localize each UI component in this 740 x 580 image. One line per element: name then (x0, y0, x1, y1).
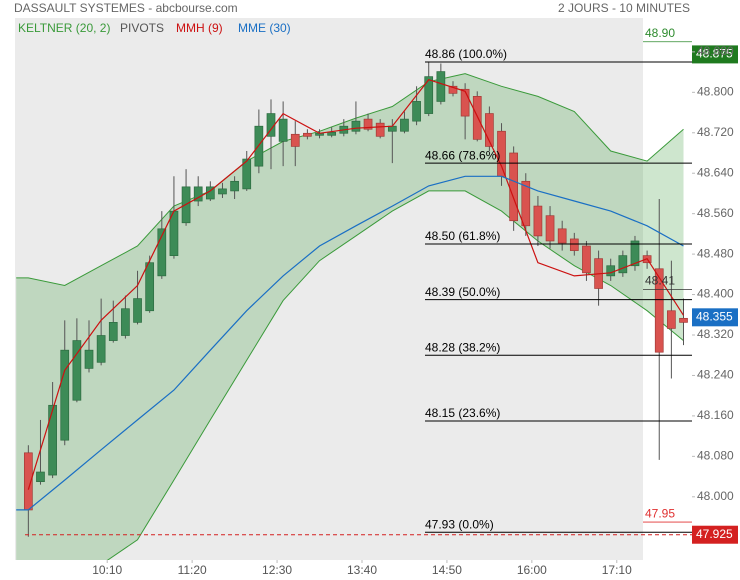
candle-body (533, 205, 543, 237)
x-tick-label: 13:40 (347, 563, 377, 577)
x-tick-label: 11:20 (178, 563, 207, 577)
y-tick-label: 48.880 (697, 44, 734, 58)
x-tick-label: 17:10 (602, 563, 632, 577)
y-tick-label: 48.720 (697, 125, 734, 139)
pivot-label: 48.28 (38.2%) (425, 340, 500, 354)
candle-body (60, 349, 70, 441)
candle-body (72, 340, 82, 401)
future-zone (643, 18, 692, 560)
candle-body (145, 262, 155, 312)
x-tick-label: 12:30 (262, 563, 292, 577)
y-tick-label: 48.000 (697, 489, 734, 503)
candle-body (84, 349, 94, 369)
y-tick-label: 48.320 (697, 327, 734, 341)
candle-body (569, 238, 579, 251)
candle-body (363, 118, 373, 130)
chart-title: DASSAULT SYSTEMES - abcbourse.com (14, 1, 238, 15)
y-tick-label: 48.560 (697, 206, 734, 220)
candle-body (48, 404, 57, 476)
pivot-label: 48.50 (61.8%) (425, 229, 500, 243)
candle-body (242, 158, 252, 190)
plot (16, 61, 688, 560)
legend-mme: MME (30) (238, 21, 291, 35)
candle-body (667, 310, 676, 329)
candle-body (485, 113, 494, 147)
y-tick-label: 48.160 (697, 408, 734, 422)
plot-background (15, 18, 643, 560)
price-label: 48.90 (645, 26, 675, 40)
candle-body (521, 180, 531, 227)
overlay-line (16, 175, 684, 511)
candle-body (557, 228, 567, 244)
candle-body (654, 268, 664, 353)
y-tick-label: 48.240 (697, 368, 734, 382)
candle-body (157, 228, 167, 277)
candle-body (218, 188, 227, 195)
pivot-label: 48.66 (78.6%) (425, 148, 500, 162)
candle-body (327, 131, 337, 136)
candle-body (121, 308, 130, 336)
chart-subtitle: 2 JOURS - 10 MINUTES (558, 1, 690, 15)
price-badge (692, 308, 738, 327)
candle-body (472, 96, 482, 140)
legend-mmh: MMH (9) (176, 21, 223, 35)
candle-body (278, 118, 288, 142)
x-tick-label: 14:50 (432, 563, 462, 577)
y-tick-label: 48.400 (697, 287, 734, 301)
candle-body (351, 120, 361, 132)
candle-body (582, 245, 591, 274)
y-tick-label: 48.800 (697, 84, 734, 98)
price-label: 48.41 (645, 274, 675, 288)
y-tick-label: 48.480 (697, 246, 734, 260)
candle-body (375, 122, 385, 137)
x-tick-label: 16:00 (517, 563, 547, 577)
y-tick-label: 48.640 (697, 165, 734, 179)
candle-body (96, 335, 106, 363)
price-badge-label: 48.355 (696, 309, 733, 323)
candle-body (606, 265, 616, 277)
candle-body (679, 317, 688, 323)
candle-body (108, 322, 118, 341)
candle-body (387, 125, 397, 132)
y-tick-label: 48.080 (697, 449, 734, 463)
x-tick-label: 10:10 (92, 563, 122, 577)
legend-keltner: KELTNER (20, 2) (18, 21, 110, 35)
legend-pivots: PIVOTS (120, 21, 164, 35)
candle-body (290, 133, 300, 147)
candle-body (545, 215, 555, 242)
candle-body (193, 186, 203, 202)
candle-body (448, 85, 458, 94)
price-badge-label: 47.925 (696, 527, 733, 541)
candle-body (230, 180, 239, 192)
candle-body (36, 471, 45, 482)
candle-body (303, 132, 312, 137)
price-label: 47.95 (645, 506, 675, 520)
pivot-label: 48.15 (23.6%) (425, 406, 500, 420)
candle-body (436, 71, 446, 102)
candle-body (412, 101, 421, 122)
candle-body (133, 298, 142, 323)
pivot-label: 47.93 (0.0%) (425, 517, 494, 531)
price-badge (692, 525, 738, 544)
candle-body (424, 76, 434, 114)
candle-body (630, 240, 640, 267)
annotations: 48.86 (100.0%) 48.66 (78.6%) 48.50 (61.8%)… (25, 26, 738, 544)
candle-body (618, 255, 628, 274)
candle-body (460, 88, 470, 117)
candle-body (400, 118, 409, 132)
overlay-line (27, 79, 685, 490)
keltner-lower (106, 190, 684, 560)
price-badge (692, 45, 738, 64)
price-badge-label: 48.875 (696, 47, 733, 61)
pivot-label: 48.86 (100.0%) (425, 47, 507, 61)
pivot-label: 48.39 (50.0%) (425, 285, 500, 299)
keltner-upper (16, 73, 684, 287)
